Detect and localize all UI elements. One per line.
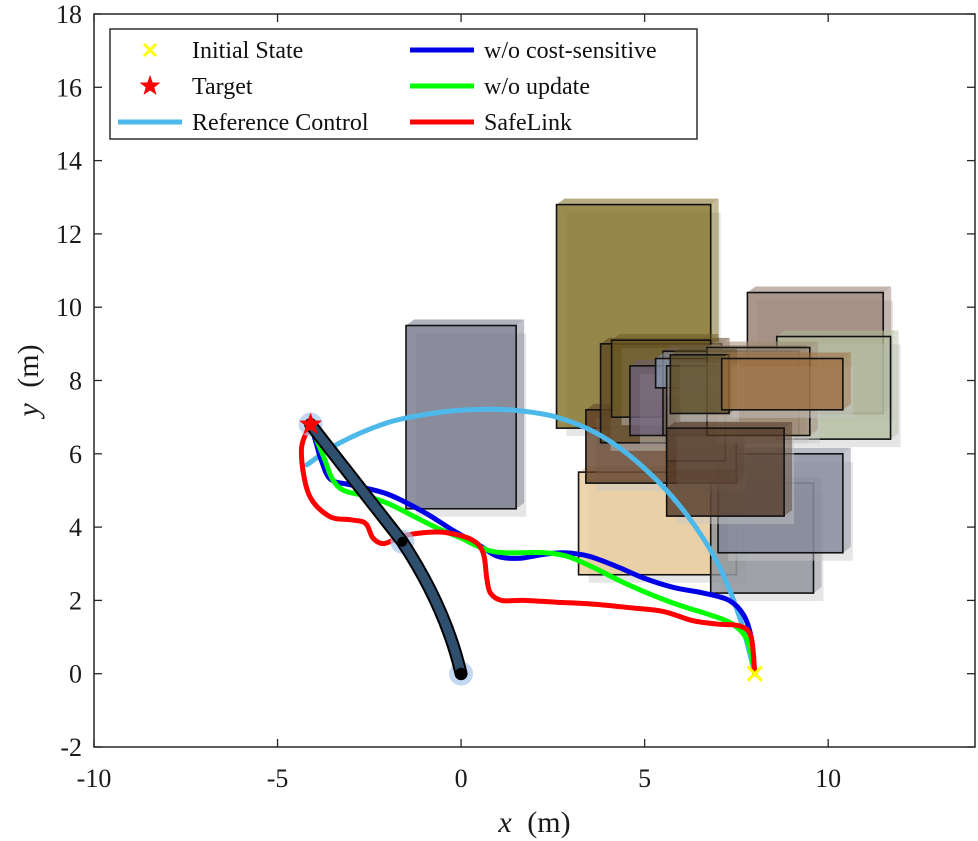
- x-tick-label: 10: [815, 764, 841, 793]
- obstacle-side: [842, 352, 851, 410]
- legend-item-without_cost_sensitive: w/o cost-sensitive: [410, 38, 657, 64]
- obstacle-side: [516, 319, 525, 509]
- legend-item-target: Target: [139, 74, 253, 100]
- x-axis-label-unit: (m): [527, 806, 570, 839]
- arm-link: [306, 419, 466, 679]
- y-tick-label: 14: [56, 147, 82, 176]
- legend-item-safelink: SafeLink: [410, 110, 572, 136]
- y-tick-label: 4: [69, 513, 82, 542]
- y-tick-label: 16: [56, 73, 82, 102]
- y-axis-label-var: y: [12, 403, 45, 420]
- legend-label-without_cost_sensitive: w/o cost-sensitive: [484, 38, 657, 64]
- target-marker: [299, 412, 322, 435]
- y-tick-label: 2: [69, 586, 82, 615]
- legend: Initial State Target Reference Control w/o …: [109, 28, 698, 140]
- legend-symbol-initial: [142, 42, 158, 58]
- arm-base-joint: [455, 667, 468, 680]
- obstacle-1: [405, 319, 527, 517]
- robot-arm: [298, 412, 474, 686]
- obstacle-side: [890, 330, 899, 440]
- legend-item-initial: Initial State: [142, 38, 303, 64]
- y-tick-label: 0: [69, 660, 82, 689]
- obstacle-side: [842, 447, 851, 553]
- series-line-reference: [304, 406, 758, 677]
- x-axis-label-var: x: [497, 806, 512, 839]
- obstacle-face: [669, 354, 730, 415]
- legend-label-initial: Initial State: [192, 38, 303, 64]
- legend-label-without_update: w/o update: [484, 74, 590, 100]
- obstacle-17: [720, 352, 853, 418]
- x-axis-label: x (m): [497, 806, 570, 839]
- obstacle-side: [784, 422, 793, 517]
- y-tick-label: 8: [69, 367, 82, 396]
- arm-mid-joint: [397, 536, 408, 547]
- series-layer: [298, 406, 758, 677]
- y-axis-label-unit: (m): [12, 344, 45, 387]
- obstacle-top: [666, 422, 793, 429]
- series-line-without_cost_sensitive: [308, 422, 758, 677]
- obstacle-top: [776, 330, 899, 337]
- y-axis-label: y (m): [12, 344, 45, 419]
- y-tick-label: 10: [56, 293, 82, 322]
- legend-symbol-target: [139, 75, 161, 95]
- legend-label-target: Target: [192, 74, 253, 100]
- obstacle-face: [665, 427, 785, 517]
- x-tick-label: 0: [455, 764, 468, 793]
- obstacle-top: [670, 348, 738, 355]
- legend-box: [109, 28, 698, 140]
- obstacle-top: [707, 341, 818, 348]
- y-tick-label: 12: [56, 220, 82, 249]
- obstacle-18: [665, 422, 795, 525]
- x-tick-label: 5: [638, 764, 651, 793]
- obstacle-top: [406, 319, 525, 326]
- y-tick-label: 6: [69, 440, 82, 469]
- obstacle-top: [556, 198, 719, 205]
- legend-item-reference: Reference Control: [118, 110, 369, 136]
- obstacle-top: [747, 286, 892, 293]
- legend-label-safelink: SafeLink: [484, 110, 572, 136]
- initial-state-marker: [746, 665, 763, 682]
- obstacle-top: [611, 334, 719, 341]
- obstacles-layer: [405, 198, 901, 602]
- series-line-without_update: [308, 422, 758, 677]
- x-tick-label: -5: [267, 764, 289, 793]
- obstacle-top: [721, 352, 851, 359]
- y-tick-label: -2: [60, 733, 82, 762]
- y-tick-label: 18: [56, 0, 82, 29]
- legend-label-reference: Reference Control: [192, 110, 369, 136]
- x-tick-label: -10: [77, 764, 112, 793]
- obstacle-face: [720, 357, 844, 411]
- markers-layer: [299, 412, 763, 682]
- legend-item-without_update: w/o update: [410, 74, 590, 100]
- axis-ticks: -10 -5 0 5 10 -2 0 2 4 6 8 10 12 14 16 18: [56, 0, 975, 793]
- series-line-safelink: [298, 422, 758, 677]
